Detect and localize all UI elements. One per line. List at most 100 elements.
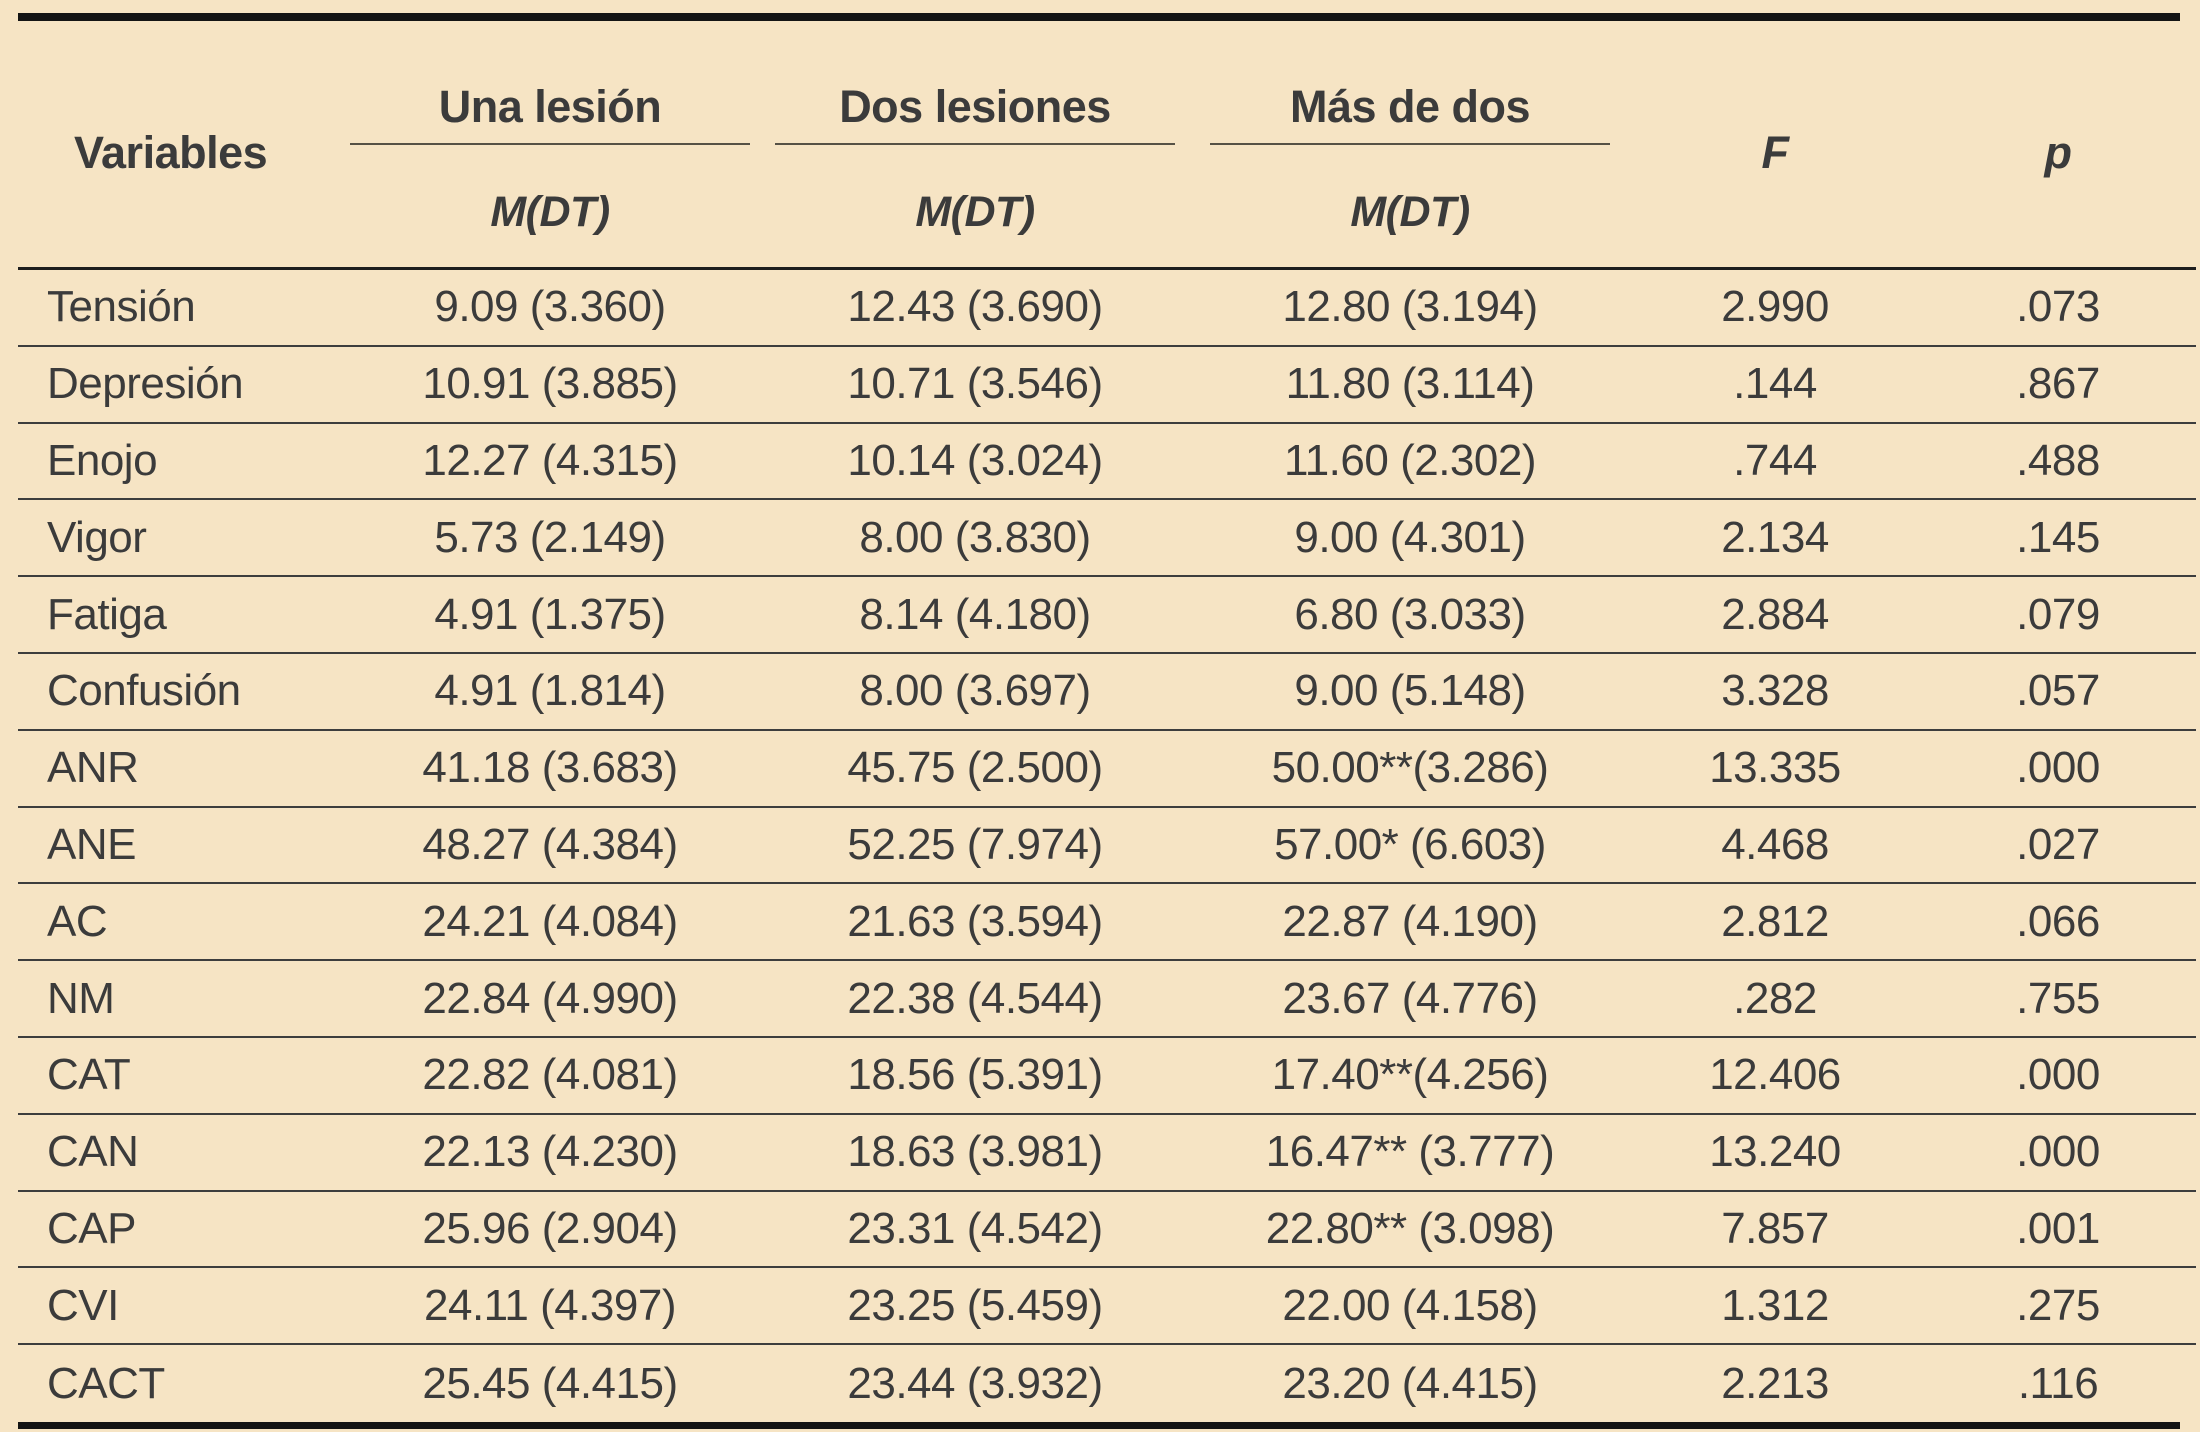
header-group-mas-de-dos: Más de dos M(DT): [1190, 21, 1630, 267]
table-row: Tensión 9.09 (3.360) 12.43 (3.690) 12.80…: [18, 270, 2196, 347]
header-variables: Variables: [74, 127, 268, 178]
cell-mas-de-dos: 23.67 (4.776): [1282, 973, 1538, 1023]
table-row: CACT 25.45 (4.415) 23.44 (3.932) 23.20 (…: [18, 1345, 2196, 1422]
cell-p: .145: [2016, 512, 2100, 562]
cell-una-lesion: 48.27 (4.384): [422, 819, 678, 869]
table-row: CAT 22.82 (4.081) 18.56 (5.391) 17.40**(…: [18, 1038, 2196, 1115]
cell-f: 2.812: [1721, 896, 1829, 946]
header-group-dos-lesiones: Dos lesiones M(DT): [760, 21, 1190, 267]
cell-f: .282: [1733, 973, 1817, 1023]
cell-dos-lesiones: 23.31 (4.542): [847, 1203, 1103, 1253]
cell-mas-de-dos: 11.80 (3.114): [1285, 359, 1535, 409]
table-row: Confusión 4.91 (1.814) 8.00 (3.697) 9.00…: [18, 654, 2196, 731]
cell-p: .079: [2016, 589, 2100, 639]
cell-p: .066: [2016, 896, 2100, 946]
cell-dos-lesiones: 8.00 (3.697): [859, 666, 1091, 716]
table-header: Variables Una lesión M(DT) Dos lesiones …: [18, 21, 2196, 270]
cell-p: .000: [2016, 1050, 2100, 1100]
cell-mas-de-dos: 22.87 (4.190): [1282, 896, 1538, 946]
table-row: AC 24.21 (4.084) 21.63 (3.594) 22.87 (4.…: [18, 884, 2196, 962]
row-variable: ANR: [47, 743, 139, 793]
cell-dos-lesiones: 18.63 (3.981): [847, 1127, 1103, 1177]
cell-una-lesion: 25.45 (4.415): [422, 1358, 678, 1408]
header-group-dos-lesiones-label: Dos lesiones: [839, 81, 1111, 132]
cell-mas-de-dos: 17.40**(4.256): [1271, 1050, 1549, 1100]
table-row: Fatiga 4.91 (1.375) 8.14 (4.180) 6.80 (3…: [18, 577, 2196, 654]
table-body: Tensión 9.09 (3.360) 12.43 (3.690) 12.80…: [18, 270, 2196, 1422]
cell-f: 13.240: [1709, 1127, 1841, 1177]
anova-table: Variables Una lesión M(DT) Dos lesiones …: [18, 21, 2196, 1429]
cell-f: .144: [1733, 359, 1817, 409]
cell-f: 12.406: [1709, 1050, 1841, 1100]
cell-p: .488: [2016, 435, 2100, 485]
cell-una-lesion: 5.73 (2.149): [434, 512, 666, 562]
cell-f: 3.328: [1721, 666, 1829, 716]
cell-f: 2.134: [1721, 512, 1829, 562]
cell-dos-lesiones: 22.38 (4.544): [847, 973, 1103, 1023]
cell-una-lesion: 24.21 (4.084): [422, 896, 678, 946]
table-row: CVI 24.11 (4.397) 23.25 (5.459) 22.00 (4…: [18, 1268, 2196, 1346]
cell-una-lesion: 10.91 (3.885): [422, 359, 678, 409]
cell-f: 7.857: [1721, 1203, 1829, 1253]
cell-f: 2.884: [1721, 589, 1829, 639]
cell-f: .744: [1733, 435, 1817, 485]
header-group-mas-de-dos-rule: [1210, 143, 1610, 145]
cell-dos-lesiones: 45.75 (2.500): [847, 743, 1103, 793]
cell-dos-lesiones: 18.56 (5.391): [847, 1050, 1103, 1100]
cell-f: 13.335: [1709, 743, 1841, 793]
cell-mas-de-dos: 9.00 (4.301): [1294, 512, 1526, 562]
header-group-una-lesion-rule: [350, 143, 750, 145]
cell-f: 2.990: [1721, 282, 1829, 332]
cell-p: .116: [2017, 1358, 2099, 1408]
cell-f: 2.213: [1721, 1358, 1829, 1408]
cell-una-lesion: 9.09 (3.360): [434, 282, 666, 332]
header-group-una-lesion-mdt: M(DT): [490, 187, 610, 236]
table-row: CAN 22.13 (4.230) 18.63 (3.981) 16.47** …: [18, 1115, 2196, 1192]
cell-p: .867: [2016, 359, 2100, 409]
row-variable: CVI: [47, 1280, 119, 1330]
cell-dos-lesiones: 12.43 (3.690): [847, 282, 1103, 332]
table-row: CAP 25.96 (2.904) 23.31 (4.542) 22.80** …: [18, 1192, 2196, 1269]
table-row: Vigor 5.73 (2.149) 8.00 (3.830) 9.00 (4.…: [18, 500, 2196, 578]
cell-mas-de-dos: 6.80 (3.033): [1294, 589, 1526, 639]
cell-una-lesion: 12.27 (4.315): [422, 435, 678, 485]
row-variable: Tensión: [47, 282, 196, 332]
cell-p: .000: [2016, 1127, 2100, 1177]
row-variable: ANE: [47, 819, 136, 869]
header-f: F: [1761, 127, 1790, 178]
cell-p: .073: [2016, 282, 2100, 332]
table-top-rule: [18, 13, 2180, 21]
cell-una-lesion: 4.91 (1.375): [434, 589, 666, 639]
cell-f: 4.468: [1721, 819, 1829, 869]
row-variable: Vigor: [47, 512, 147, 562]
cell-p: .027: [2016, 819, 2100, 869]
table-row: Enojo 12.27 (4.315) 10.14 (3.024) 11.60 …: [18, 424, 2196, 501]
cell-una-lesion: 4.91 (1.814): [434, 666, 666, 716]
cell-mas-de-dos: 22.80** (3.098): [1265, 1203, 1555, 1253]
cell-dos-lesiones: 23.25 (5.459): [847, 1280, 1103, 1330]
row-variable: CACT: [47, 1358, 165, 1408]
cell-p: .275: [2016, 1280, 2100, 1330]
cell-una-lesion: 24.11 (4.397): [424, 1280, 676, 1330]
cell-mas-de-dos: 12.80 (3.194): [1282, 282, 1538, 332]
header-group-una-lesion-label: Una lesión: [438, 81, 662, 132]
row-variable: CAN: [47, 1127, 139, 1177]
row-variable: Enojo: [47, 435, 158, 485]
cell-dos-lesiones: 8.14 (4.180): [859, 589, 1091, 639]
cell-p: .057: [2016, 666, 2100, 716]
cell-mas-de-dos: 11.60 (2.302): [1284, 435, 1536, 485]
header-group-mas-de-dos-label: Más de dos: [1289, 81, 1531, 132]
table-row: ANE 48.27 (4.384) 52.25 (7.974) 57.00* (…: [18, 808, 2196, 885]
cell-mas-de-dos: 57.00* (6.603): [1274, 819, 1546, 869]
cell-dos-lesiones: 23.44 (3.932): [847, 1358, 1103, 1408]
cell-una-lesion: 22.84 (4.990): [422, 973, 678, 1023]
row-variable: AC: [47, 896, 108, 946]
row-variable: Depresión: [47, 359, 244, 409]
row-variable: Fatiga: [47, 589, 167, 639]
table-row: Depresión 10.91 (3.885) 10.71 (3.546) 11…: [18, 347, 2196, 424]
cell-p: .001: [2016, 1203, 2100, 1253]
cell-mas-de-dos: 16.47** (3.777): [1265, 1127, 1555, 1177]
cell-mas-de-dos: 9.00 (5.148): [1294, 666, 1526, 716]
cell-una-lesion: 22.13 (4.230): [422, 1127, 678, 1177]
